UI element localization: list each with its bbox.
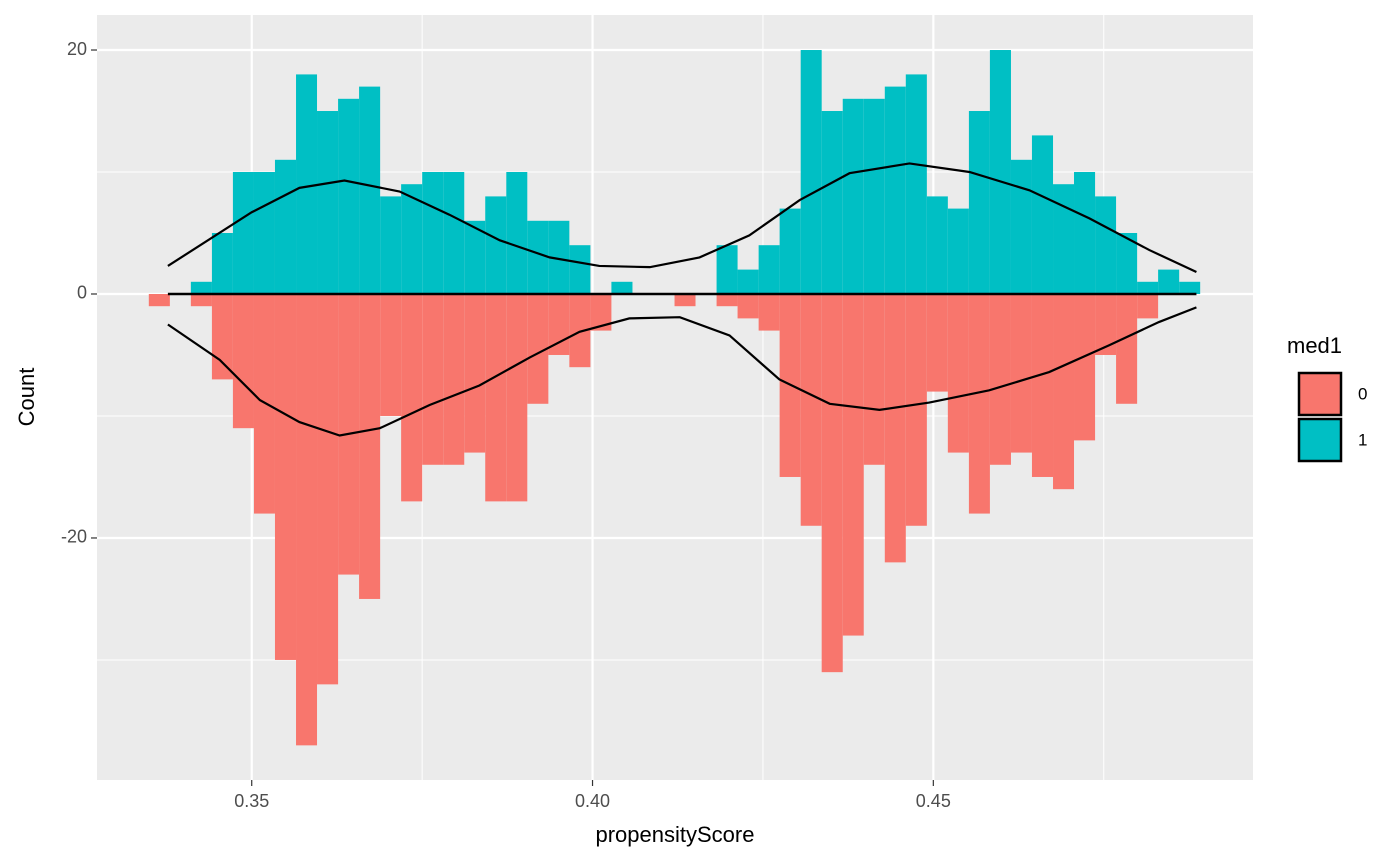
histogram-bar (190, 281, 212, 294)
histogram-bar (1074, 172, 1096, 294)
histogram-bar (884, 86, 906, 294)
histogram-bar (905, 74, 927, 294)
histogram-bar (758, 293, 780, 331)
y-tick-label: -20 (61, 527, 87, 547)
histogram-bar (443, 293, 465, 465)
histogram-bar (232, 293, 254, 429)
histogram-bar (821, 293, 843, 673)
legend-key (1297, 371, 1343, 417)
histogram-bar (947, 208, 969, 294)
histogram-bar (296, 74, 318, 294)
histogram-bar (506, 172, 528, 294)
histogram-bar (527, 293, 549, 404)
y-axis-title: Count (14, 368, 39, 427)
histogram-bar (842, 98, 864, 294)
histogram-bar (485, 293, 507, 502)
histogram-bar (296, 293, 318, 746)
histogram-bar (800, 50, 822, 294)
histogram-bar (527, 220, 549, 294)
histogram-bar (674, 293, 696, 307)
density-curve (167, 306, 1197, 437)
density-curve (167, 162, 1197, 274)
histogram-bar (401, 293, 423, 502)
histogram-bar (211, 293, 233, 380)
histogram-bar (190, 293, 212, 307)
histogram-bar (1116, 293, 1138, 404)
histogram-bar (590, 293, 612, 331)
histogram-bar (968, 293, 990, 514)
histogram-bar (148, 293, 170, 307)
legend-label: 1 (1358, 430, 1367, 449)
histogram-bar (884, 293, 906, 563)
histogram-bar (485, 196, 507, 294)
histogram-bar (863, 98, 885, 294)
histogram-bar (1095, 196, 1117, 294)
x-tick-label: 0.40 (575, 791, 610, 811)
histogram-bar (422, 293, 444, 465)
histogram-bar (569, 245, 591, 294)
histogram-bar (863, 293, 885, 465)
histogram-bar (317, 111, 339, 294)
histogram-bar (422, 172, 444, 294)
histogram-bar (232, 172, 254, 294)
histogram-bar (716, 293, 738, 307)
histogram-bar (359, 293, 381, 599)
histogram-bar (1179, 281, 1201, 294)
histogram-bar (1074, 293, 1096, 441)
histogram-bar (1031, 135, 1054, 294)
histogram-bar (211, 232, 233, 294)
histogram-bar (1137, 293, 1159, 319)
histogram-bar (947, 293, 969, 453)
histogram-bar (758, 245, 780, 294)
histogram-bar (779, 208, 801, 294)
histogram-bar (821, 111, 843, 294)
histogram-bar (443, 172, 465, 294)
histogram-bar (611, 281, 633, 294)
legend-title: med1 (1287, 333, 1342, 358)
y-tick-label: 20 (67, 39, 87, 59)
legend-label: 0 (1358, 384, 1367, 403)
histogram-bar (359, 86, 381, 294)
histogram-bar (1116, 232, 1138, 294)
histogram-bar (506, 293, 528, 502)
histogram-bar (1158, 269, 1180, 294)
histogram-bar (274, 293, 297, 660)
histogram-bar (1053, 293, 1075, 490)
histogram-bar (317, 293, 339, 685)
x-axis-title: propensityScore (596, 822, 755, 847)
histogram-bar (1053, 184, 1075, 294)
histogram-bar (1095, 293, 1117, 355)
histogram-bar (842, 293, 864, 636)
histogram-bar (1031, 293, 1054, 477)
x-tick-label: 0.45 (916, 791, 951, 811)
histogram-bar (1010, 159, 1032, 294)
legend-key (1297, 417, 1343, 463)
histogram-bar (1137, 281, 1159, 294)
histogram-bar (1010, 293, 1032, 453)
y-tick-label: 0 (77, 283, 87, 303)
histogram-bar (401, 184, 423, 294)
x-tick-label: 0.35 (234, 791, 269, 811)
histogram-bar (737, 269, 759, 294)
histogram-bar (926, 293, 948, 392)
histogram-bar (989, 293, 1011, 465)
histogram-bar (926, 196, 948, 294)
histogram-bar (380, 196, 402, 294)
histogram-bar (737, 293, 759, 319)
histogram-bar (905, 293, 927, 526)
histogram-bar (989, 50, 1011, 294)
histogram-bar (716, 245, 738, 294)
histogram-bar (253, 172, 275, 294)
histogram-bar (464, 293, 486, 453)
histogram-bar (274, 159, 297, 294)
histogram-bar (464, 220, 486, 294)
histogram-bar (380, 293, 402, 416)
histogram-bar (800, 293, 822, 526)
histogram-bar (548, 220, 570, 294)
histogram-bar (338, 98, 360, 294)
histogram-bar (968, 111, 990, 294)
